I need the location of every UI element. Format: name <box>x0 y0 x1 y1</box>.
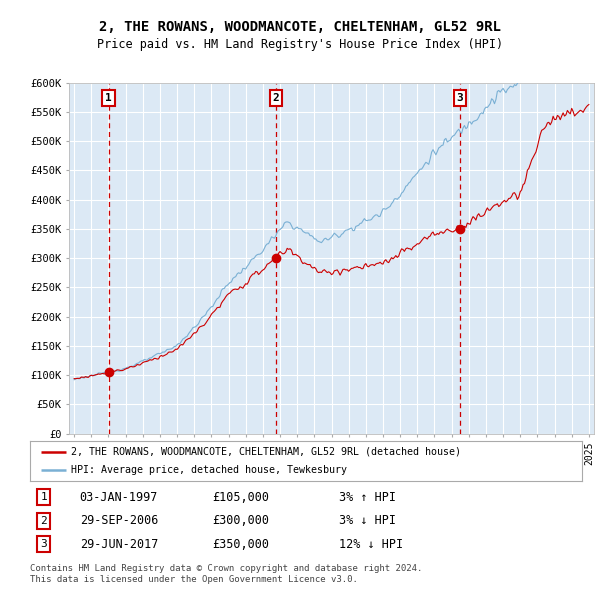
Text: 2: 2 <box>40 516 47 526</box>
Text: 3% ↓ HPI: 3% ↓ HPI <box>339 514 396 527</box>
Text: 1: 1 <box>40 492 47 502</box>
Text: 12% ↓ HPI: 12% ↓ HPI <box>339 537 403 551</box>
Text: 3% ↑ HPI: 3% ↑ HPI <box>339 490 396 504</box>
Text: Price paid vs. HM Land Registry's House Price Index (HPI): Price paid vs. HM Land Registry's House … <box>97 38 503 51</box>
Text: 29-JUN-2017: 29-JUN-2017 <box>80 537 158 551</box>
Text: 29-SEP-2006: 29-SEP-2006 <box>80 514 158 527</box>
Text: £350,000: £350,000 <box>212 537 269 551</box>
Text: £105,000: £105,000 <box>212 490 269 504</box>
Text: £300,000: £300,000 <box>212 514 269 527</box>
Text: 2, THE ROWANS, WOODMANCOTE, CHELTENHAM, GL52 9RL: 2, THE ROWANS, WOODMANCOTE, CHELTENHAM, … <box>99 19 501 34</box>
Text: Contains HM Land Registry data © Crown copyright and database right 2024.: Contains HM Land Registry data © Crown c… <box>30 564 422 573</box>
Text: 3: 3 <box>457 93 463 103</box>
Text: This data is licensed under the Open Government Licence v3.0.: This data is licensed under the Open Gov… <box>30 575 358 584</box>
Text: 3: 3 <box>40 539 47 549</box>
Text: HPI: Average price, detached house, Tewkesbury: HPI: Average price, detached house, Tewk… <box>71 465 347 475</box>
Text: 1: 1 <box>105 93 112 103</box>
Text: 2, THE ROWANS, WOODMANCOTE, CHELTENHAM, GL52 9RL (detached house): 2, THE ROWANS, WOODMANCOTE, CHELTENHAM, … <box>71 447 461 457</box>
Text: 03-JAN-1997: 03-JAN-1997 <box>80 490 158 504</box>
Text: 2: 2 <box>272 93 279 103</box>
